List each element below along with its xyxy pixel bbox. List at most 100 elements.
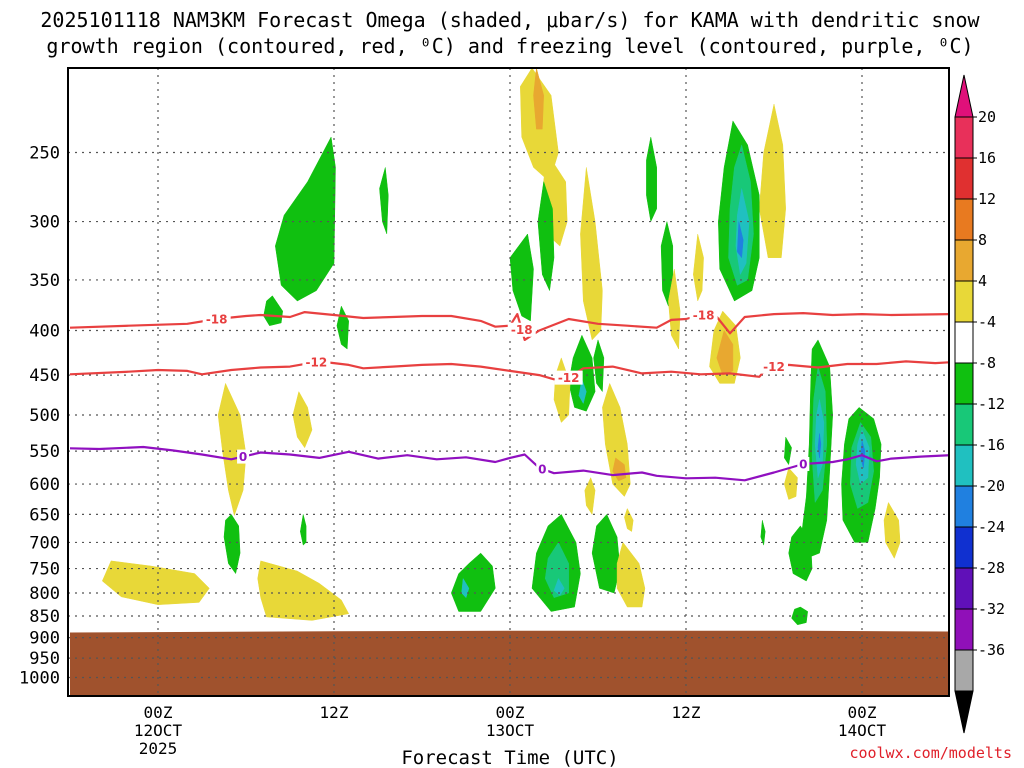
y-tick-label-650: 650 bbox=[29, 505, 60, 525]
chart-title-line2: growth region (contoured, red, ⁰C) and f… bbox=[46, 34, 973, 58]
contour-label-bg-minus18-2 bbox=[689, 308, 718, 323]
colorbar-swatch-8 bbox=[954, 444, 974, 487]
omega-shading-region-28 bbox=[591, 513, 621, 594]
y-tick-label-900: 900 bbox=[29, 629, 60, 649]
omega-shading-region-20 bbox=[580, 167, 603, 341]
y-tick-label-1000: 1000 bbox=[19, 669, 60, 689]
omega-shading-region-3 bbox=[257, 560, 350, 621]
contour-label-minus18-0: -18 bbox=[206, 312, 228, 326]
colorbar-label-6: -8 bbox=[978, 354, 996, 372]
y-tick-label-750: 750 bbox=[29, 560, 60, 580]
omega-shading-region-5 bbox=[300, 514, 307, 546]
y-tick-label-300: 300 bbox=[29, 213, 60, 233]
contour-label-bg-minus18-0 bbox=[202, 311, 231, 326]
omega-shading-region-55 bbox=[883, 501, 901, 559]
omega-shading-region-0 bbox=[101, 560, 210, 605]
omega-shading-region-10 bbox=[451, 552, 496, 612]
colorbar-swatch-11 bbox=[954, 567, 974, 610]
contour-label-0-2: 0 bbox=[799, 457, 807, 471]
y-tick-label-400: 400 bbox=[29, 322, 60, 342]
chart-title-line1: 2025101118 NAM3KM Forecast Omega (shaded… bbox=[40, 8, 980, 32]
y-tick-label-250: 250 bbox=[29, 144, 60, 164]
omega-shading-region-8 bbox=[336, 305, 349, 350]
colorbar-label-5: -4 bbox=[978, 313, 996, 331]
x-tick-label-48-1: 14OCT bbox=[838, 721, 887, 740]
colorbar-swatch-9 bbox=[954, 485, 974, 528]
y-tick-label-500: 500 bbox=[29, 406, 60, 426]
colorbar-label-12: -32 bbox=[978, 600, 1005, 618]
colorbar-swatch-6 bbox=[954, 362, 974, 405]
y-tick-label-850: 850 bbox=[29, 607, 60, 627]
contour-line-minus12 bbox=[69, 360, 949, 381]
contour-label-minus12-0: -12 bbox=[306, 355, 328, 369]
y-tick-label-600: 600 bbox=[29, 475, 60, 495]
contour-label-0-1: 0 bbox=[538, 462, 546, 476]
omega-shading-region-2 bbox=[223, 514, 241, 575]
ground-terrain bbox=[70, 630, 949, 696]
omega-shading-region-29 bbox=[624, 507, 634, 532]
x-tick-label-24-0: 00Z bbox=[496, 703, 525, 722]
omega-shading-region-19 bbox=[553, 357, 571, 423]
x-tick-label-0-1: 12OCT bbox=[134, 721, 183, 740]
omega-shading-region-34 bbox=[693, 233, 704, 302]
colorbar-swatch-10 bbox=[954, 526, 974, 569]
credit-text: coolwx.com/modelts bbox=[849, 744, 1012, 762]
omega-shading-region-1 bbox=[217, 382, 247, 517]
colorbar-label-3: 8 bbox=[978, 231, 987, 249]
omega-shading-region-32 bbox=[660, 221, 674, 307]
plot-frame bbox=[67, 67, 950, 697]
x-tick-label-24-1: 13OCT bbox=[486, 721, 535, 740]
colorbar-label-9: -20 bbox=[978, 477, 1005, 495]
colorbar-label-8: -16 bbox=[978, 436, 1005, 454]
x-tick-label-0-2: 2025 bbox=[139, 739, 178, 758]
y-tick-label-950: 950 bbox=[29, 649, 60, 669]
colorbar-label-4: 4 bbox=[978, 272, 987, 290]
colorbar-swatch-3 bbox=[954, 239, 974, 282]
x-axis-label: Forecast Time (UTC) bbox=[401, 747, 618, 768]
contour-label-minus12-2: -12 bbox=[763, 360, 785, 374]
x-tick-label-12-0: 12Z bbox=[320, 703, 349, 722]
y-tick-label-350: 350 bbox=[29, 271, 60, 291]
omega-shading-region-46 bbox=[817, 433, 822, 458]
omega-shading-region-42 bbox=[784, 436, 792, 466]
omega-shading-region-7 bbox=[263, 295, 283, 326]
colorbar-swatch-2 bbox=[954, 198, 974, 241]
colorbar-label-2: 12 bbox=[978, 190, 996, 208]
omega-shading-region-27 bbox=[553, 577, 565, 596]
colorbar-swatch-4 bbox=[954, 280, 974, 323]
colorbar-arrow-top bbox=[954, 74, 974, 118]
omega-shading-region-18 bbox=[578, 378, 587, 405]
omega-shading-region-54 bbox=[760, 520, 766, 546]
omega-shading-region-9 bbox=[379, 167, 389, 235]
contour-label-bg-0-0 bbox=[237, 449, 250, 464]
colorbar-label-0: 20 bbox=[978, 108, 996, 126]
colorbar-swatch-7 bbox=[954, 403, 974, 446]
contour-label-minus18-1: -18 bbox=[511, 323, 533, 337]
colorbar-label-10: -24 bbox=[978, 518, 1005, 536]
colorbar-label-1: 16 bbox=[978, 149, 996, 167]
omega-shading-region-21 bbox=[593, 338, 605, 393]
contour-label-bg-0-1 bbox=[536, 461, 549, 476]
omega-shading-region-12 bbox=[509, 233, 534, 322]
omega-shading-region-30 bbox=[616, 541, 646, 608]
contour-label-bg-0-2 bbox=[797, 456, 810, 471]
contour-label-minus18-2: -18 bbox=[693, 309, 715, 323]
omega-shading-region-53 bbox=[791, 606, 808, 626]
y-tick-label-800: 800 bbox=[29, 584, 60, 604]
omega-shading-region-39 bbox=[737, 221, 744, 259]
omega-shading-region-22 bbox=[602, 382, 631, 497]
y-tick-label-450: 450 bbox=[29, 366, 60, 386]
x-tick-label-48-0: 00Z bbox=[848, 703, 877, 722]
omega-shading-region-4 bbox=[292, 390, 313, 449]
omega-shading-region-31 bbox=[646, 136, 657, 223]
colorbar-swatch-13 bbox=[954, 649, 974, 692]
contour-label-minus12-1: -12 bbox=[558, 371, 580, 385]
colorbar-label-7: -12 bbox=[978, 395, 1005, 413]
contour-label-0-0: 0 bbox=[239, 450, 247, 464]
x-tick-label-0-0: 00Z bbox=[144, 703, 173, 722]
omega-shading-region-24 bbox=[584, 477, 596, 516]
omega-shading-region-33 bbox=[668, 268, 681, 350]
omega-shading-region-35 bbox=[759, 104, 786, 258]
colorbar-swatch-0 bbox=[954, 116, 974, 159]
